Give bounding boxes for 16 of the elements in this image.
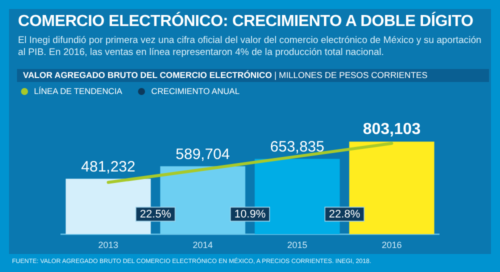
x-tick-label: 2014 (192, 240, 213, 250)
annotation: 22.8% (328, 208, 360, 221)
x-tick-label: 2016 (382, 240, 402, 250)
text: VALOR AGREGADO BRUTO DEL COMERCIO ELECTRÓNICO | MILLONES DE PESOS CORRIENTES (17, 69, 489, 82)
x-tick-label: 2015 (287, 240, 308, 250)
annotation: 10.9% (234, 208, 266, 221)
data-label: 803,103 (362, 121, 421, 138)
data-label: 589,704 (176, 146, 230, 163)
chart-title: COMERCIO ELECTRÓNICO: CRECIMIENTO A DOBLE DÍGITO (18, 13, 474, 31)
chart-subtitle: El Inegi difundió por primera vez una cifra oficial del valor del comercio electrónico de México y su aportación al PIB. En 2016, las ventas en línea representaron 4% de la producción total nacional. (18, 35, 482, 59)
data-label: 481,232 (81, 158, 136, 176)
legend-label: LÍNEA DE TENDENCIA (33, 86, 122, 96)
x-tick-label: 2013 (98, 240, 118, 250)
data-label: 653,835 (270, 138, 324, 156)
text: CRECIMIENTO ANUAL (150, 86, 240, 96)
annotation: 22.5% (140, 208, 172, 221)
